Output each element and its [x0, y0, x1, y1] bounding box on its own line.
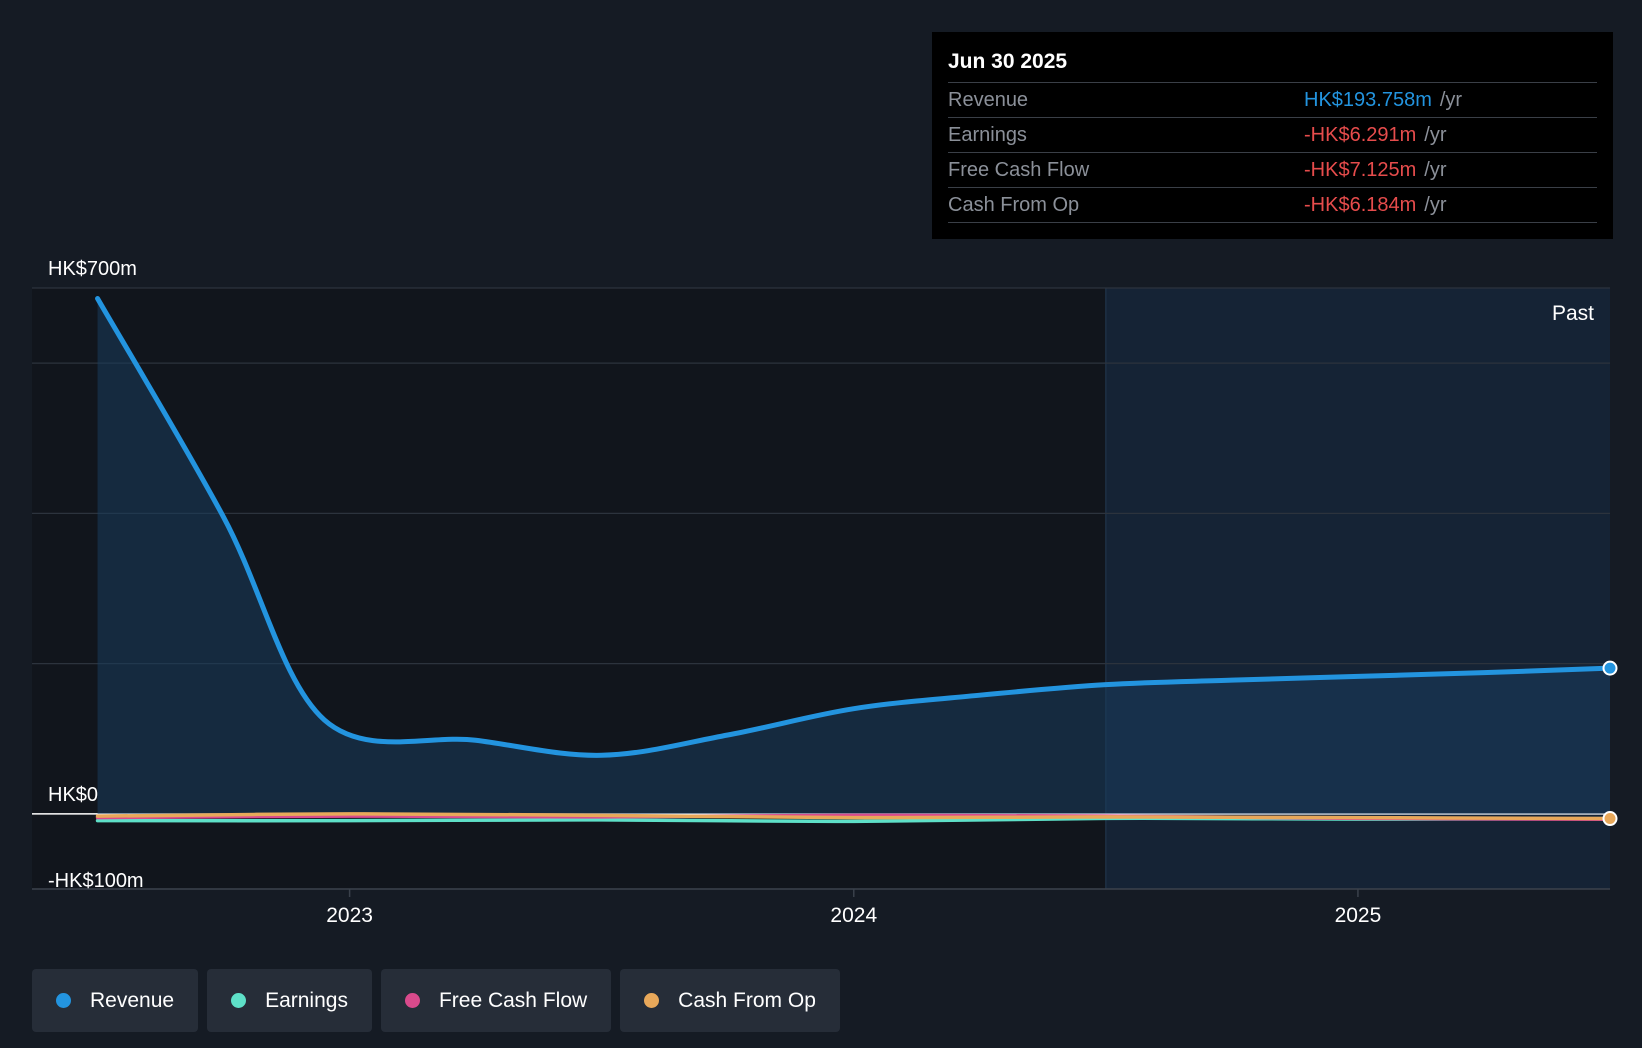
tooltip-value: -HK$6.184m: [1304, 193, 1417, 216]
tooltip-label: Revenue: [948, 88, 1029, 111]
endpoint-marker: [1602, 660, 1618, 676]
y-axis: HK$700m HK$0 -HK$100m: [48, 258, 144, 892]
x-tick-label: 2025: [1335, 904, 1382, 927]
legend-label: Revenue: [90, 988, 175, 1012]
series-lines: [95, 296, 1618, 827]
tooltip-label: Earnings: [948, 123, 1027, 146]
tooltip-row-earnings: Earnings -HK$6.291m /yr: [948, 117, 1597, 152]
y-tick-label: HK$0: [48, 784, 98, 806]
x-tick-label: 2023: [326, 904, 373, 927]
tooltip-date: Jun 30 2025: [948, 50, 1068, 73]
legend-label: Free Cash Flow: [438, 988, 588, 1012]
legend-item-earnings[interactable]: Earnings: [207, 969, 372, 1032]
x-tick-label: 2024: [830, 904, 877, 927]
tooltip-row-revenue: Revenue HK$193.758m /yr: [948, 82, 1597, 117]
tooltip-unit: /yr: [1424, 123, 1447, 146]
tooltip-row-cash-from-op: Cash From Op -HK$6.184m /yr: [948, 187, 1597, 223]
tooltip-unit: /yr: [1439, 88, 1463, 111]
x-axis: 2023 2024 2025: [32, 888, 1610, 927]
series-line-cash-from-op: [95, 812, 1612, 821]
legend-item-cash-from-op[interactable]: Cash From Op: [620, 969, 840, 1032]
y-tick-label: -HK$100m: [48, 870, 144, 892]
tooltip-label: Cash From Op: [948, 193, 1080, 216]
legend-dot-icon: [644, 993, 660, 1008]
tooltip-value: -HK$6.291m: [1304, 123, 1417, 146]
legend: Revenue Earnings Free Cash Flow Cash Fro…: [32, 969, 840, 1032]
tooltip-row-free-cash-flow: Free Cash Flow -HK$7.125m /yr: [948, 152, 1597, 187]
tooltip-unit: /yr: [1424, 193, 1447, 216]
tooltip-value: HK$193.758m: [1304, 88, 1432, 111]
tooltip: Jun 30 2025 Revenue HK$193.758m /yr Earn…: [932, 32, 1613, 239]
legend-dot-icon: [231, 993, 247, 1008]
y-tick-label: HK$700m: [48, 258, 137, 280]
legend-item-free-cash-flow[interactable]: Free Cash Flow: [380, 969, 612, 1032]
tooltip-label: Free Cash Flow: [948, 158, 1090, 181]
tooltip-unit: /yr: [1424, 158, 1447, 181]
legend-label: Cash From Op: [678, 988, 816, 1012]
legend-item-revenue[interactable]: Revenue: [32, 969, 199, 1032]
revenue-area: [97, 298, 1611, 814]
legend-dot-icon: [404, 993, 420, 1008]
series-line-revenue: [95, 296, 1613, 758]
legend-dot-icon: [56, 993, 71, 1008]
legend-label: Earnings: [265, 988, 348, 1012]
past-label: Past: [1552, 302, 1594, 325]
tooltip-value: -HK$7.125m: [1304, 158, 1417, 181]
endpoint-marker: [1602, 811, 1618, 827]
